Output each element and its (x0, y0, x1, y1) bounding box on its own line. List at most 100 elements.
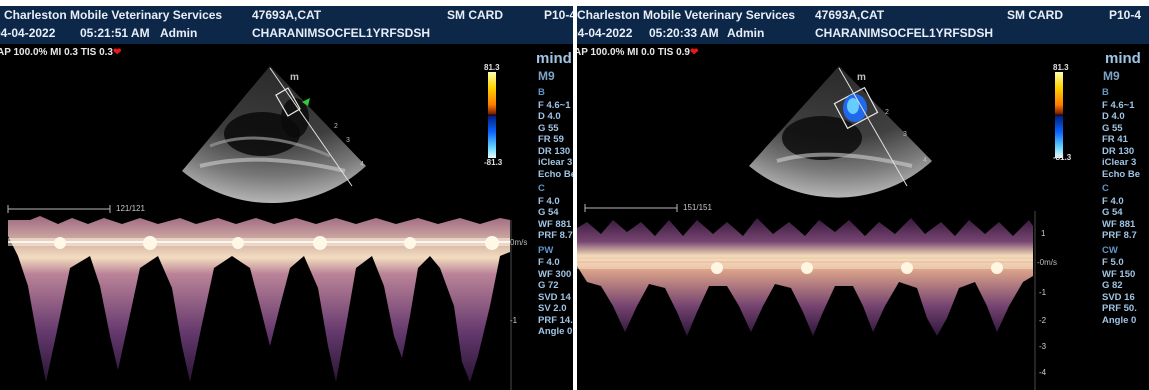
param-section-label: PW (538, 244, 554, 256)
param-item: F 4.6~1 (1102, 99, 1135, 111)
param-item: iClear 3 (1102, 157, 1137, 168)
heart-icon: ❤ (690, 47, 699, 58)
param-item: Angle 0 (1102, 314, 1137, 326)
green-marker-icon (302, 98, 310, 106)
frame-counter: 151/151 (683, 203, 712, 212)
doppler-cursor-line (269, 67, 353, 187)
param-item: WF 150 (1102, 268, 1136, 280)
imaging-layer: m 2 3 4 (577, 66, 1036, 390)
clinic-name: Charleston Mobile Veterinary Services (577, 8, 796, 22)
param-item: F 5.0 (1102, 257, 1124, 268)
velocity-baseline-label: 0m/s (510, 238, 528, 247)
param-section-label: C (1102, 183, 1109, 194)
velocity-tick: -1 (1039, 288, 1047, 297)
param-item: PRF 8.7 (538, 230, 573, 241)
param-item: Echo Be (1102, 168, 1141, 180)
param-section-label: B (538, 87, 545, 98)
param-item: PRF 50. (1102, 303, 1137, 314)
param-item: F 4.0 (538, 257, 560, 268)
param-item: Echo Be (538, 168, 573, 180)
svg-text:3: 3 (346, 137, 350, 144)
preset-label: SM CARD (447, 8, 503, 22)
param-section-label: B (1102, 87, 1109, 98)
color-scale-bar (1055, 72, 1063, 158)
color-scale-bar (488, 72, 496, 158)
param-item: F 4.6~1 (538, 99, 571, 111)
param-item: G 55 (1102, 122, 1123, 134)
param-item: PRF 14. (538, 314, 573, 326)
acoustic-output: AP 100.0% MI 0.3 TIS 0.3❤ (0, 47, 122, 58)
exam-time: 05:21:51 AM (80, 26, 150, 40)
patient-id: 47693A,CAT (252, 8, 322, 22)
imaging-layer: m 2 3 4 (7, 66, 512, 390)
header-bar: Charleston Mobile Veterinary Services 47… (0, 6, 573, 44)
operator-name: Admin (160, 26, 198, 40)
model-label: M9 (538, 69, 555, 83)
param-item: FR 41 (1102, 134, 1128, 145)
velocity-tick: -1 (510, 316, 518, 325)
velocity-tick: 1 (1041, 229, 1046, 238)
param-item: Angle 0 (538, 326, 573, 337)
param-item: G 54 (538, 207, 559, 218)
param-item: SV 2.0 (538, 303, 567, 314)
m-marker-icon: m (290, 72, 299, 83)
heart-icon: ❤ (113, 47, 122, 58)
svg-text:2: 2 (334, 123, 338, 130)
model-label: M9 (1103, 69, 1120, 83)
acoustic-output: AP 100.0% MI 0.0 TIS 0.9❤ (577, 47, 699, 58)
operator-name: Admin (727, 26, 765, 40)
color-scale-max: 81.3 (1053, 63, 1069, 72)
param-item: G 55 (538, 122, 559, 134)
clinic-name: Charleston Mobile Veterinary Services (4, 8, 223, 22)
brand-logo: mind (1105, 50, 1141, 67)
param-item: D 4.0 (538, 111, 561, 122)
exam-id: CHARANIMSOCFEL1YRFSDSH (252, 26, 431, 40)
probe-label: P10-4 (1109, 8, 1142, 22)
brand-logo: mind (536, 50, 572, 67)
exam-date: 04-04-2022 (0, 26, 56, 40)
patient-id: 47693A,CAT (815, 8, 885, 22)
svg-text:3: 3 (903, 131, 907, 138)
param-item: G 72 (538, 280, 559, 291)
svg-text:4: 4 (923, 157, 927, 164)
doppler-cursor-line (838, 67, 908, 187)
param-item: SVD 16 (1102, 291, 1135, 303)
velocity-baseline-label: -0m/s (1037, 258, 1057, 267)
param-item: WF 881 (1102, 218, 1136, 230)
header-bar: Charleston Mobile Veterinary Services 47… (577, 6, 1149, 44)
doppler-spectrum (8, 216, 510, 382)
param-item: SVD 14 (538, 291, 571, 303)
exam-time: 05:20:33 AM (649, 26, 719, 40)
doppler-spectrum (577, 218, 1033, 336)
param-section-label: CW (1102, 244, 1118, 256)
param-item: DR 130 (538, 145, 571, 157)
sample-box (275, 87, 301, 117)
color-scale-max: 81.3 (484, 63, 500, 72)
velocity-tick: -4 (1039, 368, 1047, 377)
ultrasound-panel-left: Charleston Mobile Veterinary Services 47… (0, 6, 573, 390)
m-marker-icon: m (857, 72, 866, 83)
exam-date: 04-04-2022 (577, 26, 633, 40)
param-item: D 4.0 (1102, 111, 1125, 122)
velocity-tick: -2 (1039, 316, 1047, 325)
param-item: F 4.0 (1102, 195, 1124, 207)
param-item: iClear 3 (538, 157, 573, 168)
param-item: DR 130 (1102, 145, 1135, 157)
param-item: G 54 (1102, 207, 1123, 218)
velocity-tick: -3 (1039, 342, 1047, 351)
probe-label: P10-4 (544, 8, 573, 22)
ultrasound-panel-right: Charleston Mobile Veterinary Services 47… (577, 6, 1149, 390)
exam-id: CHARANIMSOCFEL1YRFSDSH (815, 26, 994, 40)
param-section-label: C (538, 183, 545, 194)
color-scale-min: -81.3 (484, 158, 503, 167)
param-item: PRF 8.7 (1102, 230, 1137, 241)
param-item: WF 881 (538, 218, 572, 230)
param-item: G 82 (1102, 280, 1123, 291)
frame-counter: 121/121 (116, 204, 145, 213)
svg-text:2: 2 (885, 109, 889, 116)
svg-text:4: 4 (360, 161, 364, 168)
param-item: WF 300 (538, 268, 572, 280)
param-item: FR 59 (538, 134, 564, 145)
